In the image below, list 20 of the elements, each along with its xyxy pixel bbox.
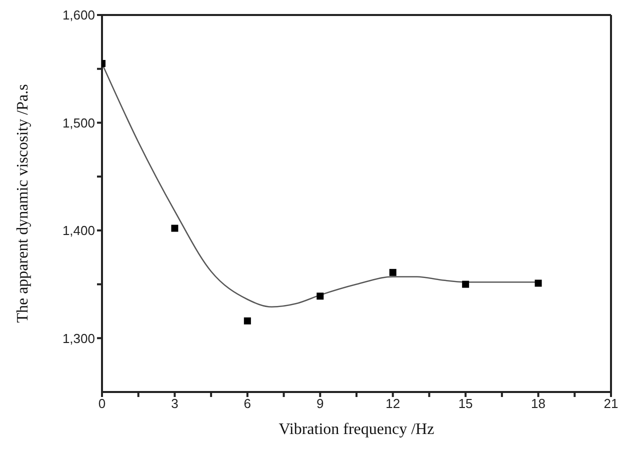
y-tick-label: 1,400 <box>62 223 95 238</box>
x-tick-label: 12 <box>386 396 400 412</box>
y-tick-label: 1,500 <box>62 115 95 130</box>
x-tick-label: 0 <box>98 396 106 412</box>
x-tick-label: 18 <box>531 396 546 412</box>
point <box>462 280 470 288</box>
point <box>316 292 324 300</box>
point <box>534 280 542 287</box>
y-tick-label: 1,300 <box>62 330 95 346</box>
y-axis-title: The apparent dynamic viscosity /Pa.s <box>14 84 32 323</box>
point <box>171 224 178 232</box>
x-tick-label: 6 <box>244 396 252 412</box>
y-tick-label: 1,600 <box>62 8 95 23</box>
x-tick-label: 15 <box>458 396 473 412</box>
x-axis-title: Vibration frequency /Hz <box>278 421 434 438</box>
point <box>244 317 251 324</box>
point <box>389 268 396 276</box>
x-tick-label: 21 <box>604 396 618 412</box>
x-tick-label: 9 <box>316 396 324 412</box>
x-tick-label: 3 <box>171 396 178 412</box>
